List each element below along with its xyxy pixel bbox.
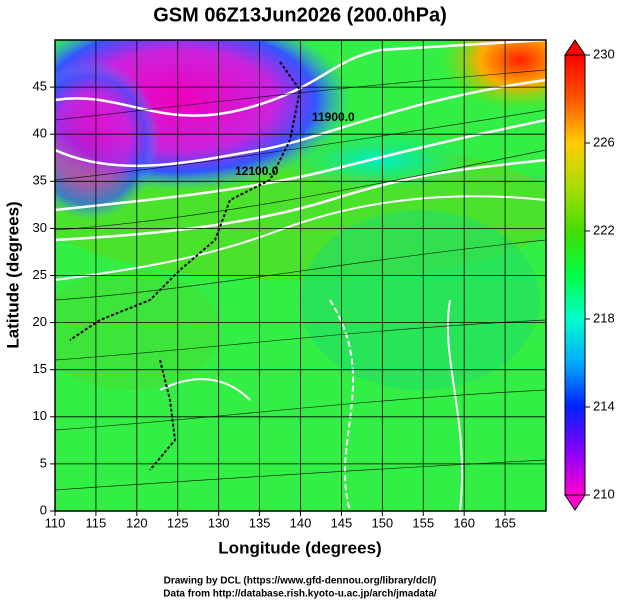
colorbar-tick-label: 230 <box>593 46 615 61</box>
y-tick-label: 30 <box>33 220 47 235</box>
x-tick-label: 135 <box>249 515 271 530</box>
colorbar-tick-label: 214 <box>593 398 615 413</box>
contour-label: 12100.0 <box>235 164 279 178</box>
contour-label: 11900.0 <box>312 110 355 124</box>
colorbar-tick-label: 218 <box>593 310 615 325</box>
field <box>55 40 546 511</box>
x-tick-label: 130 <box>208 515 230 530</box>
y-tick-label: 15 <box>33 361 47 376</box>
colorbar-extend-top <box>564 39 586 56</box>
x-tick-label: 125 <box>167 515 189 530</box>
y-tick-label: 25 <box>33 267 47 282</box>
y-tick-label: 5 <box>40 455 47 470</box>
x-tick-label: 110 <box>45 515 66 530</box>
x-tick-label: 165 <box>494 515 516 530</box>
y-axis-label: Latitude (degrees) <box>3 201 22 348</box>
y-tick-label: 40 <box>33 126 47 141</box>
colorbar-tick-label: 226 <box>593 134 615 149</box>
note: Drawing by DCL (https://www.gfd-dennou.o… <box>164 576 437 587</box>
y-tick-label: 45 <box>33 79 47 94</box>
x-tick-label: 145 <box>331 515 353 530</box>
x-tick-label: 140 <box>290 515 312 530</box>
colorbar-tick-label: 210 <box>593 486 615 501</box>
x-tick-label: 120 <box>126 515 148 530</box>
x-tick-label: 155 <box>412 515 434 530</box>
chart-title: GSM 06Z13Jun2026 (200.0hPa) <box>153 4 446 26</box>
y-tick-label: 20 <box>33 314 47 329</box>
colorbar-tick-label: 222 <box>593 222 615 237</box>
x-tick-label: 115 <box>86 515 107 530</box>
note: Data from http://database.rish.kyoto-u.a… <box>163 589 437 600</box>
y-tick-label: 35 <box>33 173 47 188</box>
colorbar <box>564 54 586 496</box>
x-axis-label: Longitude (degrees) <box>218 538 381 557</box>
colorbar-extend-bottom <box>564 494 586 511</box>
x-tick-label: 160 <box>453 515 475 530</box>
y-tick-label: 10 <box>33 408 47 423</box>
y-tick-label: 0 <box>40 502 47 517</box>
x-tick-label: 150 <box>371 515 393 530</box>
